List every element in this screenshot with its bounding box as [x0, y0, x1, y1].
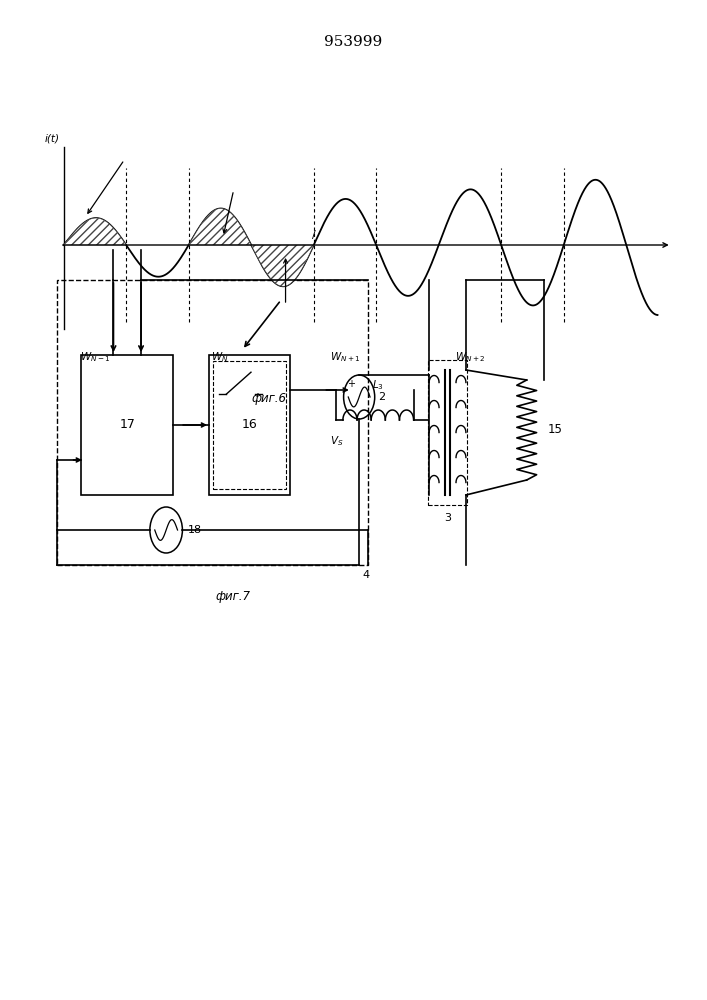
Text: $W_{N-1}$: $W_{N-1}$	[80, 350, 110, 364]
Text: фиг.6: фиг.6	[251, 392, 286, 405]
Text: $W_{N+2}$: $W_{N+2}$	[455, 350, 485, 364]
Text: $L_3$: $L_3$	[373, 378, 384, 392]
Text: 953999: 953999	[325, 35, 382, 49]
Bar	[213, 361, 286, 489]
Text: 3: 3	[444, 513, 451, 523]
Bar	[209, 355, 290, 495]
Bar	[81, 355, 173, 495]
Text: $W_{N+1}$: $W_{N+1}$	[329, 350, 361, 364]
Text: /: /	[312, 230, 315, 240]
Text: фиг.7: фиг.7	[216, 590, 251, 603]
Text: -: -	[366, 405, 368, 415]
Text: 17: 17	[119, 418, 135, 432]
Text: 2: 2	[378, 392, 385, 402]
Text: $V_S$: $V_S$	[330, 434, 344, 448]
Text: 15: 15	[548, 423, 563, 436]
Text: 18: 18	[188, 525, 202, 535]
Text: i(t): i(t)	[45, 133, 60, 143]
Text: 4: 4	[362, 570, 369, 580]
Text: $W_N$: $W_N$	[211, 350, 228, 364]
Bar	[57, 280, 368, 565]
Text: +: +	[347, 379, 356, 389]
Bar	[428, 360, 467, 505]
Text: 16: 16	[241, 418, 257, 432]
